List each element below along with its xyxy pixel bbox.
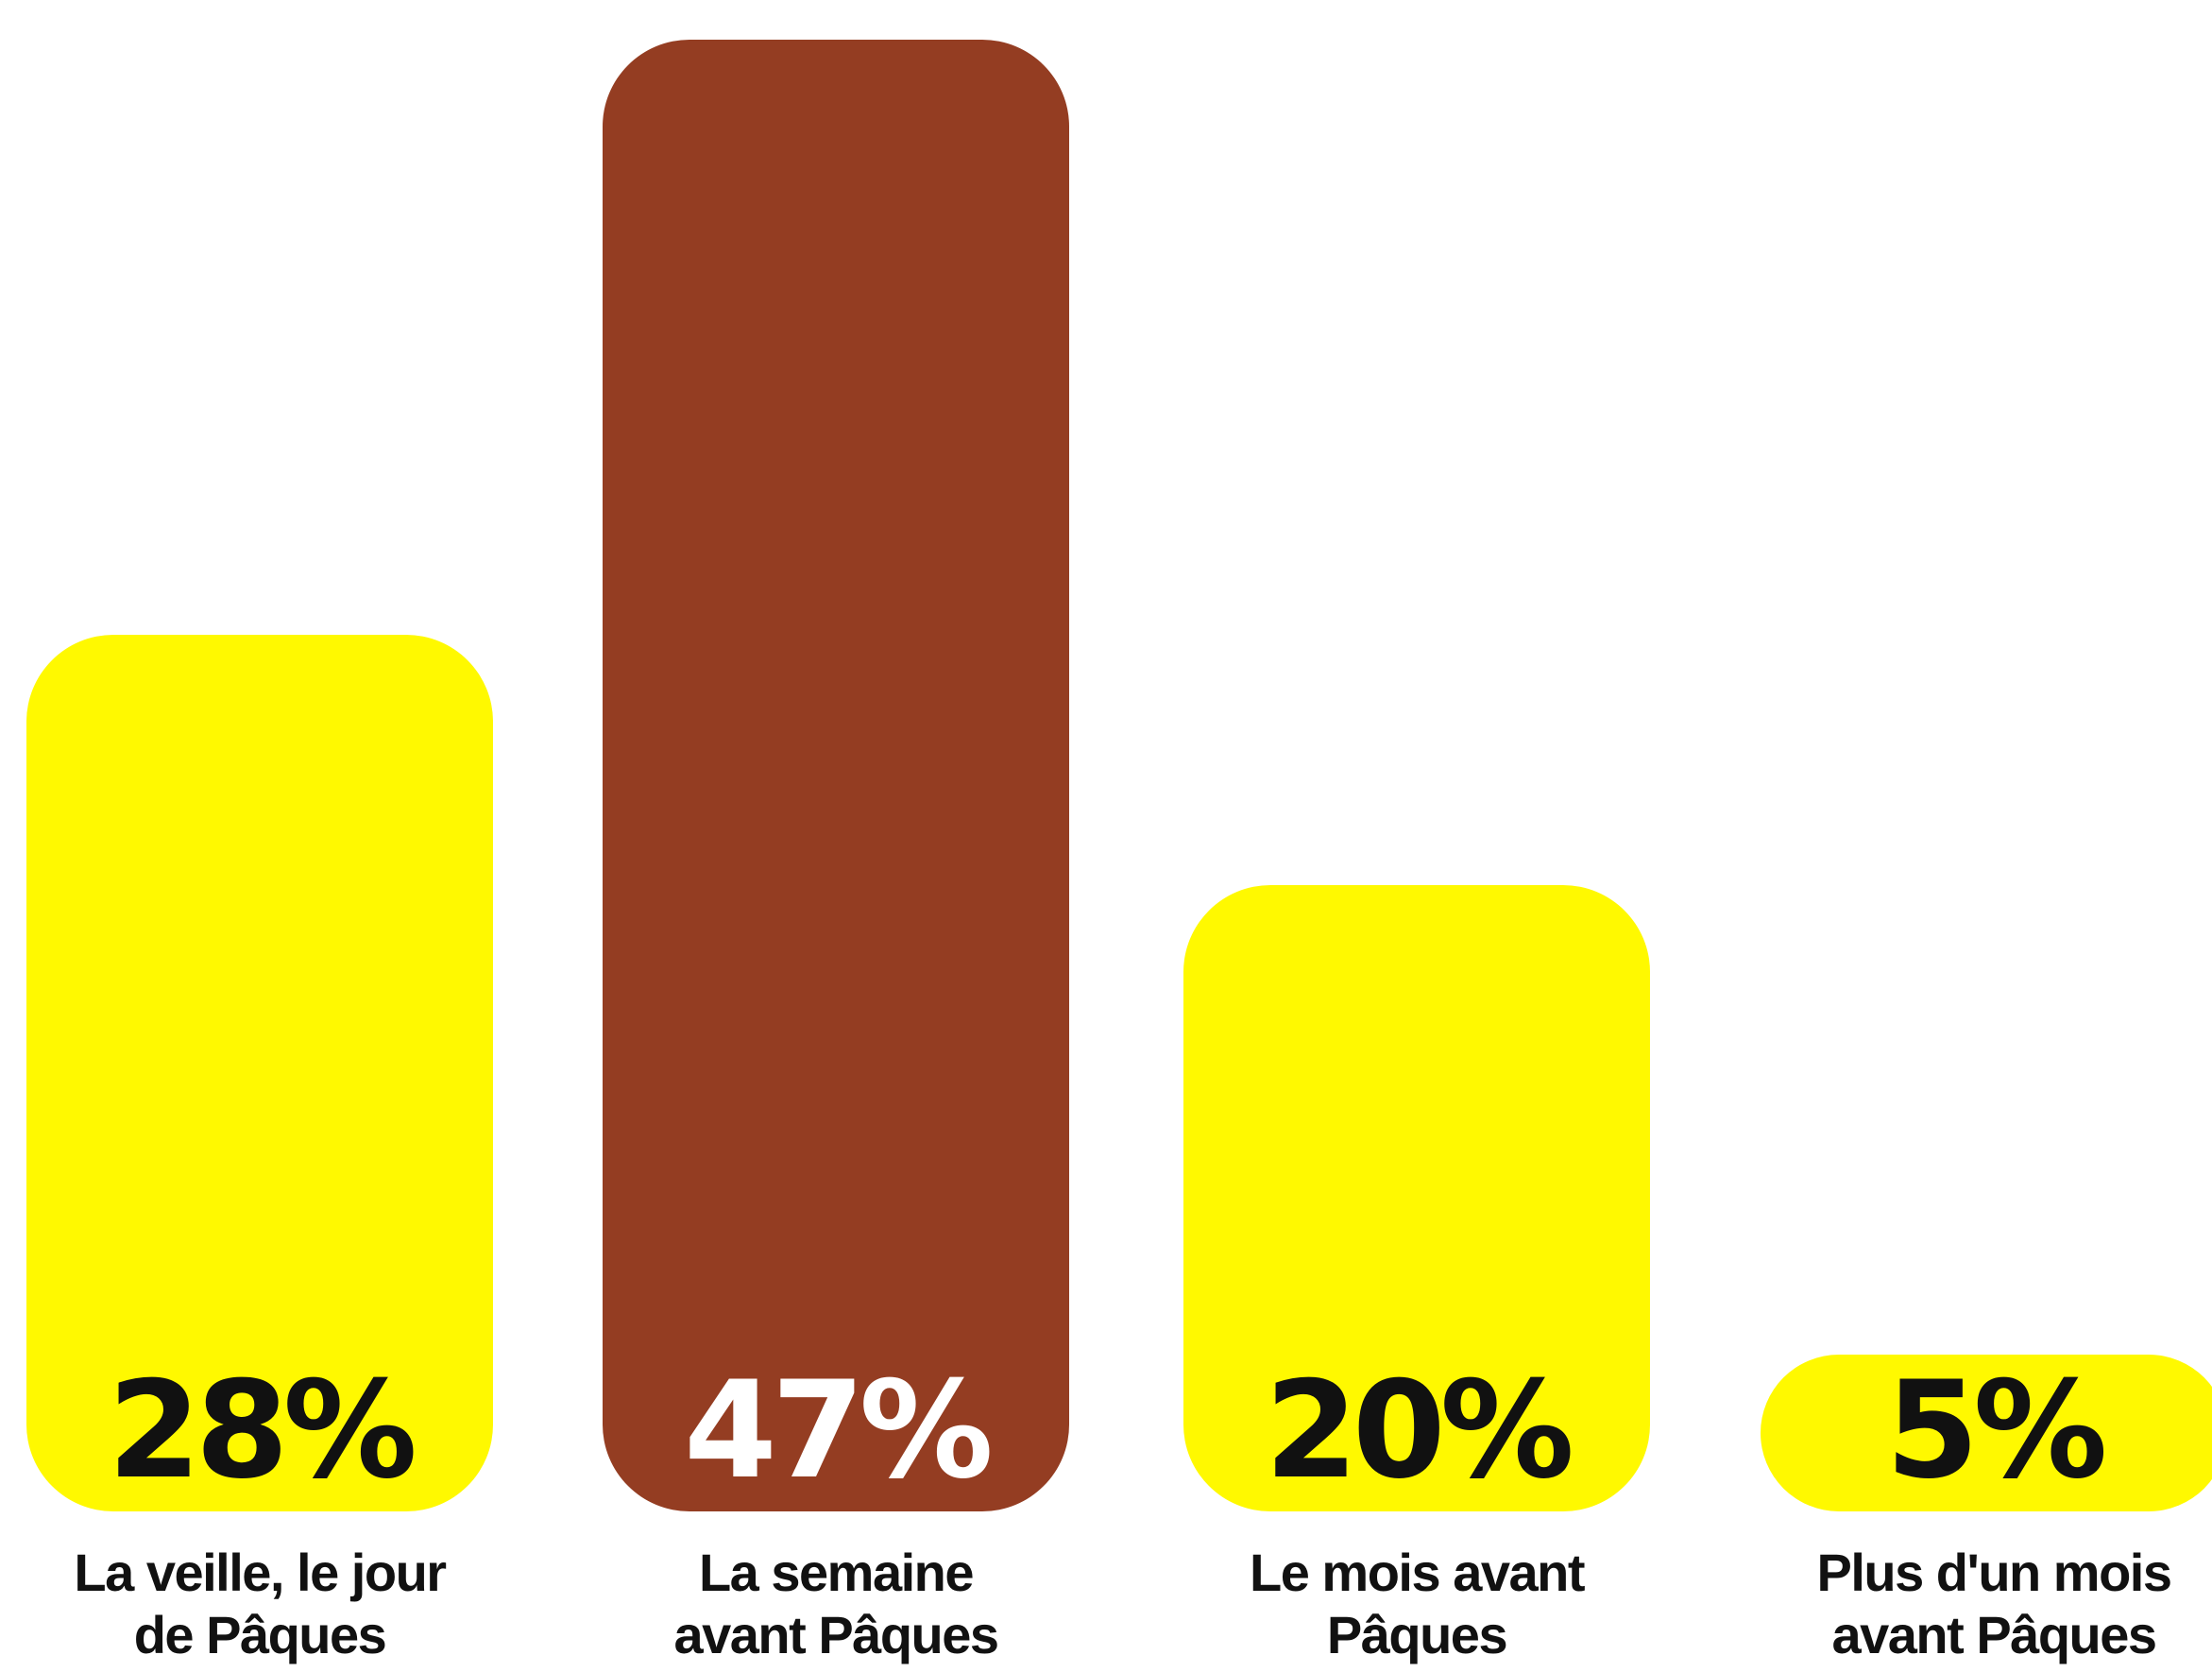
category-label-line: avant Pâques: [1831, 1605, 2157, 1664]
category-label: La semaine avant Pâques: [571, 1542, 1100, 1666]
category-label-line: Pâques: [1326, 1605, 1508, 1664]
category-label-line: Plus d'un mois: [1816, 1543, 2172, 1602]
bar-1: 28%: [26, 634, 493, 1511]
bar-value-label: 47%: [684, 1353, 994, 1509]
category-label-line: de Pâques: [133, 1605, 387, 1664]
category-label: Le mois avant Pâques: [1152, 1542, 1681, 1666]
bar-4: 5%: [1761, 1355, 2212, 1511]
category-label-line: avant Pâques: [673, 1605, 999, 1664]
bar-value-label: 28%: [108, 1352, 417, 1509]
bar-2: 47%: [603, 40, 1069, 1511]
category-label: Plus d'un mois avant Pâques: [1729, 1542, 2212, 1666]
bar-value-label: 20%: [1265, 1352, 1574, 1509]
category-label: La veille, le jour de Pâques: [0, 1542, 524, 1666]
category-label-line: La veille, le jour: [74, 1543, 447, 1602]
category-label-line: Le mois avant: [1250, 1543, 1585, 1602]
bar-3: 20%: [1183, 885, 1650, 1511]
category-label-line: La semaine: [698, 1543, 975, 1602]
bar-value-label: 5%: [1885, 1353, 2107, 1509]
